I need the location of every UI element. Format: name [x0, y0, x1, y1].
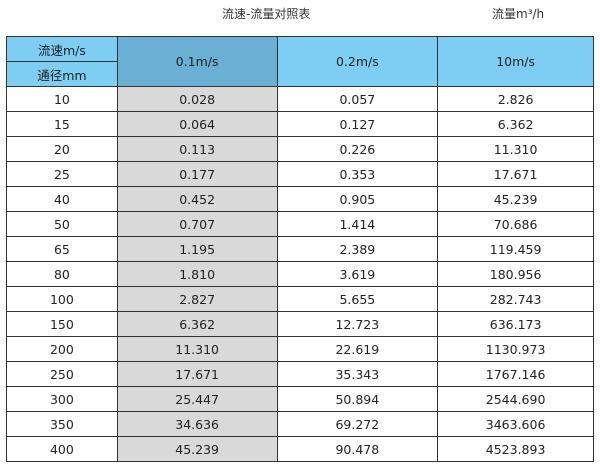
- diameter-cell: 25: [6, 161, 118, 187]
- table-row: 25 0.177 0.353 17.671: [6, 161, 594, 187]
- flow-cell: 70.686: [437, 211, 594, 237]
- flow-cell: 90.478: [276, 436, 439, 462]
- flow-cell: 45.239: [116, 436, 278, 462]
- diameter-cell: 65: [6, 236, 118, 262]
- table-row: 300 25.447 50.894 2544.690: [6, 386, 594, 412]
- flow-cell: 12.723: [276, 311, 439, 337]
- flow-cell: 5.655: [276, 286, 439, 312]
- flow-cell: 6.362: [437, 111, 594, 137]
- flow-cell: 119.459: [437, 236, 594, 262]
- table-row: 65 1.195 2.389 119.459: [6, 236, 594, 262]
- diameter-cell: 150: [6, 311, 118, 337]
- flow-cell: 11.310: [116, 336, 278, 362]
- table-row: 200 11.310 22.619 1130.973: [6, 336, 594, 362]
- table-row: 250 17.671 35.343 1767.146: [6, 361, 594, 387]
- flow-cell: 22.619: [276, 336, 439, 362]
- flow-cell: 1.414: [276, 211, 439, 237]
- diameter-cell: 350: [6, 411, 118, 437]
- table-row: 10 0.028 0.057 2.826: [6, 86, 594, 112]
- flow-cell: 17.671: [437, 161, 594, 187]
- flow-cell: 0.905: [276, 186, 439, 212]
- flow-cell: 6.362: [116, 311, 278, 337]
- table-row: 100 2.827 5.655 282.743: [6, 286, 594, 312]
- velocity-header: 流速m/s: [6, 36, 118, 62]
- column-header: 10m/s: [437, 36, 594, 87]
- flow-cell: 45.239: [437, 186, 594, 212]
- column-header: 0.1m/s: [116, 36, 278, 87]
- flow-cell: 25.447: [116, 386, 278, 412]
- flow-cell: 0.353: [276, 161, 439, 187]
- flow-cell: 0.127: [276, 111, 439, 137]
- flow-cell: 0.707: [116, 211, 278, 237]
- flow-cell: 1.810: [116, 261, 278, 287]
- flow-cell: 1767.146: [437, 361, 594, 387]
- table-row: 15 0.064 0.127 6.362: [6, 111, 594, 137]
- flow-cell: 1130.973: [437, 336, 594, 362]
- flow-cell: 2.826: [437, 86, 594, 112]
- flow-cell: 4523.893: [437, 436, 594, 462]
- flow-cell: 0.064: [116, 111, 278, 137]
- flow-cell: 2544.690: [437, 386, 594, 412]
- flow-cell: 34.636: [116, 411, 278, 437]
- diameter-cell: 15: [6, 111, 118, 137]
- flow-cell: 180.956: [437, 261, 594, 287]
- table-row: 400 45.239 90.478 4523.893: [6, 436, 594, 462]
- flow-cell: 0.226: [276, 136, 439, 162]
- table-row: 40 0.452 0.905 45.239: [6, 186, 594, 212]
- flow-table: 流速m/s 0.1m/s 0.2m/s 10m/s 通径mm 10 0.028 0.…: [6, 36, 594, 462]
- diameter-cell: 250: [6, 361, 118, 387]
- flow-cell: 11.310: [437, 136, 594, 162]
- flow-cell: 0.028: [116, 86, 278, 112]
- table-row: 80 1.810 3.619 180.956: [6, 261, 594, 287]
- flow-cell: 282.743: [437, 286, 594, 312]
- flow-cell: 35.343: [276, 361, 439, 387]
- flow-cell: 50.894: [276, 386, 439, 412]
- flow-cell: 17.671: [116, 361, 278, 387]
- flow-cell: 3463.606: [437, 411, 594, 437]
- flow-cell: 1.195: [116, 236, 278, 262]
- flow-cell: 69.272: [276, 411, 439, 437]
- diameter-cell: 50: [6, 211, 118, 237]
- diameter-header: 通径mm: [6, 61, 118, 87]
- diameter-cell: 300: [6, 386, 118, 412]
- flow-cell: 0.057: [276, 86, 439, 112]
- diameter-cell: 100: [6, 286, 118, 312]
- column-header: 0.2m/s: [276, 36, 439, 87]
- table-row: 20 0.113 0.226 11.310: [6, 136, 594, 162]
- unit-label: 流量m³/h: [492, 7, 545, 21]
- diameter-cell: 20: [6, 136, 118, 162]
- table-row: 50 0.707 1.414 70.686: [6, 211, 594, 237]
- diameter-cell: 40: [6, 186, 118, 212]
- table-row: 150 6.362 12.723 636.173: [6, 311, 594, 337]
- diameter-cell: 200: [6, 336, 118, 362]
- flow-cell: 0.177: [116, 161, 278, 187]
- flow-cell: 3.619: [276, 261, 439, 287]
- diameter-cell: 400: [6, 436, 118, 462]
- table-title: 流速-流量对照表: [222, 7, 311, 21]
- flow-cell: 2.827: [116, 286, 278, 312]
- flow-cell: 2.389: [276, 236, 439, 262]
- flow-cell: 0.452: [116, 186, 278, 212]
- flow-cell: 0.113: [116, 136, 278, 162]
- flow-cell: 636.173: [437, 311, 594, 337]
- table-row: 350 34.636 69.272 3463.606: [6, 411, 594, 437]
- diameter-cell: 80: [6, 261, 118, 287]
- diameter-cell: 10: [6, 86, 118, 112]
